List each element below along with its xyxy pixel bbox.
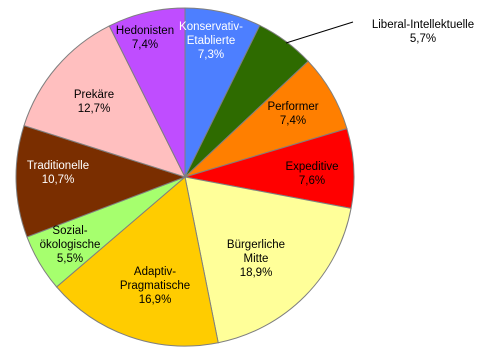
slice-value-label: 7,4%	[280, 115, 306, 127]
slice-value-label: 12,7%	[78, 103, 111, 115]
slice-name-label: Etablierte	[187, 35, 236, 47]
pie-slice-5	[55, 176, 219, 347]
slice-value-label: 7,3%	[198, 49, 224, 61]
slice-value-label: 18,9%	[240, 267, 273, 279]
slice-name-label: Bürgerliche	[227, 239, 285, 251]
pie-slice-4	[184, 176, 352, 344]
slice-label-3: Expeditive 7,6%	[285, 161, 338, 187]
slice-label-4: Bürgerliche Mitte 18,9%	[227, 239, 285, 279]
slice-name-label: Expeditive	[285, 161, 338, 173]
slice-label-8: Prekäre 12,7%	[74, 89, 114, 115]
slice-value-label: 5,7%	[410, 33, 436, 45]
slice-name-label: Hedonisten	[116, 25, 174, 37]
slice-label-7: Traditionelle 10,7%	[27, 160, 89, 186]
slice-value-label: 7,4%	[132, 39, 158, 51]
slice-label-0: Konservativ- Etablierte 7,3%	[179, 21, 243, 61]
callout-line-1	[285, 21, 354, 44]
slice-label-9: Hedonisten 7,4%	[116, 25, 174, 51]
slice-name-label: Traditionelle	[27, 160, 89, 172]
slice-value-label: 5,5%	[57, 253, 83, 265]
slice-name-label: Liberal-Intellektuelle	[372, 19, 474, 31]
slice-label-6: Sozial-ökologische 5,5%	[40, 225, 101, 265]
slice-name-label: Performer	[267, 101, 318, 113]
slice-label-2: Performer 7,4%	[267, 101, 318, 127]
slice-label-1: Liberal-Intellektuelle 5,7%	[372, 19, 474, 45]
slice-value-label: 10,7%	[42, 174, 75, 186]
slice-name-label: Prekäre	[74, 89, 114, 101]
pie-slices	[15, 7, 355, 347]
pie-callouts	[285, 21, 354, 44]
pie-slice-8	[23, 25, 186, 178]
slice-name-label: Pragmatische	[120, 280, 190, 292]
slice-name-label: Mitte	[244, 253, 269, 265]
slice-value-label: 7,6%	[299, 175, 325, 187]
pie-slice-7	[15, 124, 187, 238]
slice-value-label: 16,9%	[139, 294, 172, 306]
slice-label-5: Adaptiv- Pragmatische 16,9%	[120, 266, 190, 306]
slice-name-label: ökologische	[40, 239, 101, 251]
slice-name-label: Adaptiv-	[134, 266, 176, 278]
slice-name-label: Konservativ-	[179, 21, 243, 33]
pie-labels: Konservativ- Etablierte 7,3% Liberal-Intell…	[27, 19, 474, 306]
pie-slice-9	[108, 7, 186, 178]
slice-name-label: Sozial-	[52, 225, 87, 237]
